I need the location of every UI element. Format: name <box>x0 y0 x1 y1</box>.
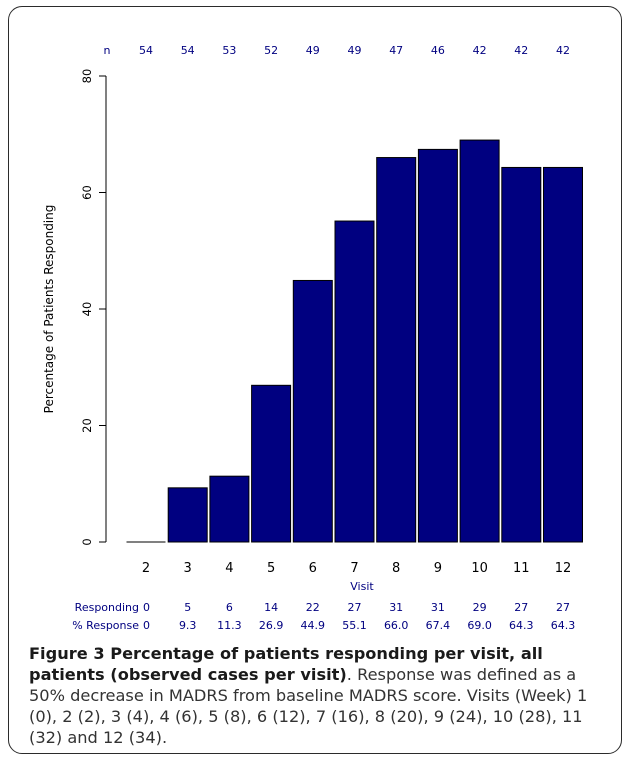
bar <box>543 166 583 543</box>
bar <box>209 475 250 543</box>
x-tick-label: 10 <box>471 561 488 576</box>
percent-value: 44.9 <box>301 619 326 632</box>
x-axis-label: Visit <box>350 580 374 593</box>
percent-value: 55.1 <box>342 619 367 632</box>
x-tick-label: 9 <box>434 561 442 576</box>
x-tick-label: 11 <box>513 561 530 576</box>
n-value: 54 <box>139 44 153 57</box>
percent-value: 9.3 <box>179 619 197 632</box>
percent-value: 64.3 <box>509 619 534 632</box>
responding-value: 31 <box>389 601 403 614</box>
responding-value: 14 <box>264 601 278 614</box>
n-value: 42 <box>514 44 528 57</box>
y-axis-label: Percentage of Patients Responding <box>42 205 56 414</box>
x-tick-label: 5 <box>267 561 275 576</box>
percent-value: 67.4 <box>426 619 451 632</box>
responding-value: 0 <box>143 601 150 614</box>
percent-row-label: % Response <box>72 619 139 632</box>
y-tick-label: 80 <box>80 69 94 84</box>
bar <box>251 384 292 543</box>
n-value: 54 <box>181 44 195 57</box>
responding-value: 22 <box>306 601 320 614</box>
n-row-label: n <box>104 44 111 57</box>
bar <box>292 279 333 543</box>
responding-value: 5 <box>184 601 191 614</box>
percent-value: 69.0 <box>467 619 492 632</box>
n-value: 47 <box>389 44 403 57</box>
responding-value: 6 <box>226 601 233 614</box>
n-value: 42 <box>556 44 570 57</box>
caption-title: Figure 3 Percentage of patients respondi… <box>29 644 543 684</box>
responding-value: 29 <box>473 601 487 614</box>
y-tick-label: 0 <box>80 538 94 545</box>
bar <box>334 220 375 543</box>
x-tick-label: 4 <box>225 561 233 576</box>
percent-value: 64.3 <box>551 619 576 632</box>
bar <box>501 166 542 543</box>
n-value: 53 <box>222 44 236 57</box>
n-value: 46 <box>431 44 445 57</box>
x-tick-label: 7 <box>350 561 358 576</box>
x-tick-label: 6 <box>309 561 317 576</box>
percent-value: 11.3 <box>217 619 242 632</box>
n-value: 49 <box>306 44 320 57</box>
y-tick-label: 60 <box>80 185 94 200</box>
bar <box>459 139 500 543</box>
x-tick-label: 2 <box>142 561 150 576</box>
x-tick-label: 12 <box>555 561 572 576</box>
bar <box>167 487 208 543</box>
percent-value: 26.9 <box>259 619 284 632</box>
responding-value: 31 <box>431 601 445 614</box>
percent-value: 66.0 <box>384 619 409 632</box>
x-tick-label: 3 <box>184 561 192 576</box>
y-tick-label: 20 <box>80 418 94 433</box>
responding-value: 27 <box>556 601 570 614</box>
n-value: 49 <box>348 44 362 57</box>
figure-card: 0 20 40 60 80 Percentage of Patients Respondi… <box>8 6 622 754</box>
n-value: 52 <box>264 44 278 57</box>
percent-value: 0 <box>143 619 150 632</box>
bar <box>417 148 458 543</box>
figure-caption: Figure 3 Percentage of patients respondi… <box>29 643 613 748</box>
responding-value: 27 <box>348 601 362 614</box>
caption-body: . Response was defined as a 50% decrease… <box>29 665 588 747</box>
x-tick-label: 8 <box>392 561 400 576</box>
responding-row-label: Responding <box>75 601 139 614</box>
bar <box>376 157 417 543</box>
n-value: 42 <box>473 44 487 57</box>
y-tick-label: 40 <box>80 302 94 317</box>
responding-value: 27 <box>514 601 528 614</box>
